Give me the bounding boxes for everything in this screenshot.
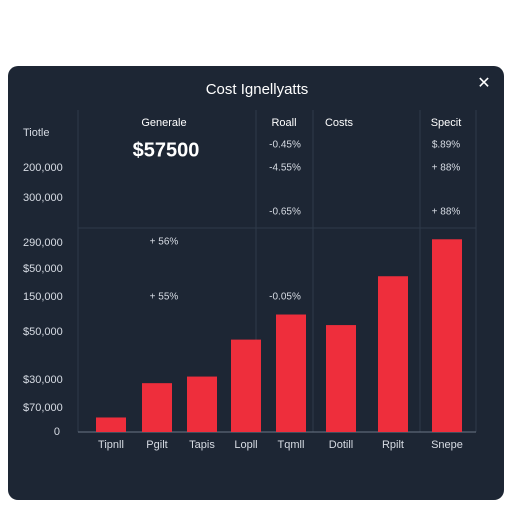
x-tick-label: Dotill (329, 439, 353, 451)
y-label: Tiotle (23, 127, 50, 139)
column-header: Roall (271, 117, 296, 129)
annotation: -0.05% (269, 292, 301, 303)
bar (378, 276, 408, 432)
x-tick-label: Tapis (189, 439, 215, 451)
x-tick-label: Rpilt (382, 439, 404, 451)
y-label: $70,000 (23, 402, 63, 414)
y-label: 200,000 (23, 162, 63, 174)
bar (96, 417, 126, 432)
bar (276, 314, 306, 432)
y-label: $30,000 (23, 374, 63, 386)
annotation: + 88% (432, 207, 461, 218)
annotation: + 55% (150, 292, 179, 303)
annotation: -4.55% (269, 163, 301, 174)
y-label: 300,000 (23, 192, 63, 204)
x-tick-label: Tipnll (98, 439, 124, 451)
bar (187, 376, 217, 432)
close-button[interactable]: ✕ (477, 75, 490, 92)
annotation: $.89% (432, 140, 460, 151)
x-tick-label: Tqmll (278, 439, 305, 451)
column-header: Generale (141, 117, 186, 129)
annotation: + 88% (432, 163, 461, 174)
bar (432, 239, 462, 432)
y-label: 290,000 (23, 237, 63, 249)
y-label: $50,000 (23, 263, 63, 275)
y-label: $50,000 (23, 326, 63, 338)
headline-value: $57500 (133, 139, 200, 161)
bar (142, 383, 172, 432)
bar (231, 339, 261, 432)
y-label: 150,000 (23, 291, 63, 303)
annotation: -0.65% (269, 207, 301, 218)
column-header: Specit (431, 117, 462, 129)
x-tick-label: Lopll (234, 439, 257, 451)
annotation: -0.45% (269, 140, 301, 151)
title: Cost Ignellyatts (206, 81, 309, 98)
bar (326, 325, 356, 432)
x-tick-label: Pgilt (146, 439, 167, 451)
annotation: + 56% (150, 237, 179, 248)
y-label: 0 (54, 426, 60, 438)
column-header: Costs (325, 117, 354, 129)
grid (77, 110, 477, 432)
x-tick-label: Snepe (431, 439, 463, 451)
